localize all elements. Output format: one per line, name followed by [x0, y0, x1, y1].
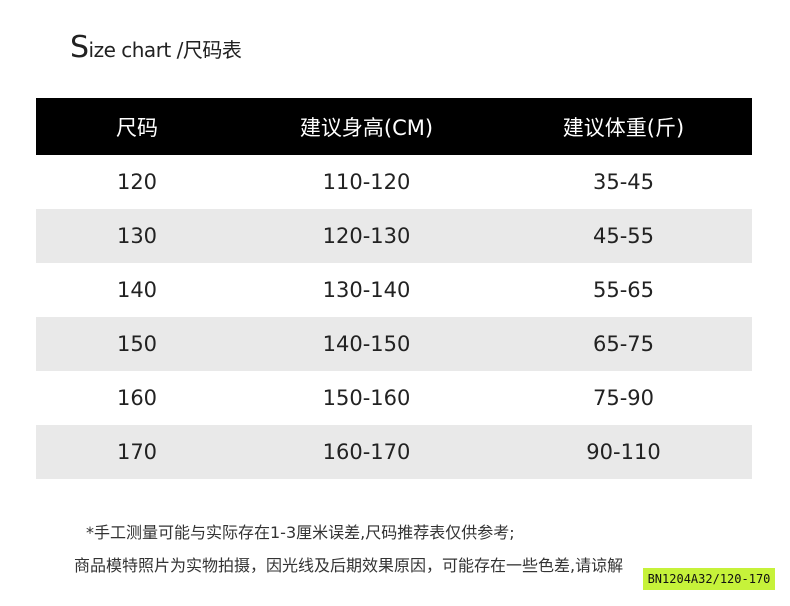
header-size: 尺码 — [36, 98, 238, 155]
table-cell: 35-45 — [592, 170, 655, 194]
table-header: 尺码 建议身高(CM) 建议体重(斤) — [36, 98, 752, 155]
table-cell: 160-170 — [238, 425, 495, 479]
table-cell: 140-150 — [238, 317, 495, 371]
table-row: 140 130-140 55-65 — [36, 263, 752, 317]
table-cell: 120-130 — [238, 209, 495, 263]
note-measurement: *手工测量可能与实际存在1-3厘米误差,尺码推荐表仅供参考; — [86, 523, 515, 542]
table-cell: 120 — [116, 170, 158, 194]
table-row: 160 150-160 75-90 — [36, 371, 752, 425]
page-title: Size chart /尺码表 — [70, 30, 242, 65]
table-cell: 160 — [116, 386, 158, 410]
table-cell: 150-160 — [322, 386, 411, 410]
table-cell: 130-140 — [322, 278, 411, 302]
table-cell: 90-110 — [495, 425, 752, 479]
table-cell: 170 — [36, 425, 238, 479]
sku-label: BN1204A32/120-170 — [643, 568, 775, 590]
title-initial: S — [70, 30, 89, 65]
table-cell: 65-75 — [495, 317, 752, 371]
header-height: 建议身高(CM) — [238, 98, 495, 155]
table-row: 170 160-170 90-110 — [36, 425, 752, 479]
table-row: 130 120-130 45-55 — [36, 209, 752, 263]
table-cell: 130 — [36, 209, 238, 263]
size-chart-table: 尺码 建议身高(CM) 建议体重(斤) 120 110-120 35-45 130 12… — [36, 98, 752, 479]
title-rest: ize chart /尺码表 — [88, 38, 242, 62]
table-cell: 75-90 — [592, 386, 655, 410]
table-cell: 150 — [36, 317, 238, 371]
table-cell: 140 — [116, 278, 158, 302]
note-color: 商品模特照片为实物拍摄，因光线及后期效果原因，可能存在一些色差,请谅解 — [74, 556, 624, 575]
table-row: 120 110-120 35-45 — [36, 155, 752, 209]
header-weight: 建议体重(斤) — [495, 98, 752, 155]
table-cell: 45-55 — [495, 209, 752, 263]
table-cell: 110-120 — [322, 170, 411, 194]
table-cell: 55-65 — [592, 278, 655, 302]
table-row: 150 140-150 65-75 — [36, 317, 752, 371]
